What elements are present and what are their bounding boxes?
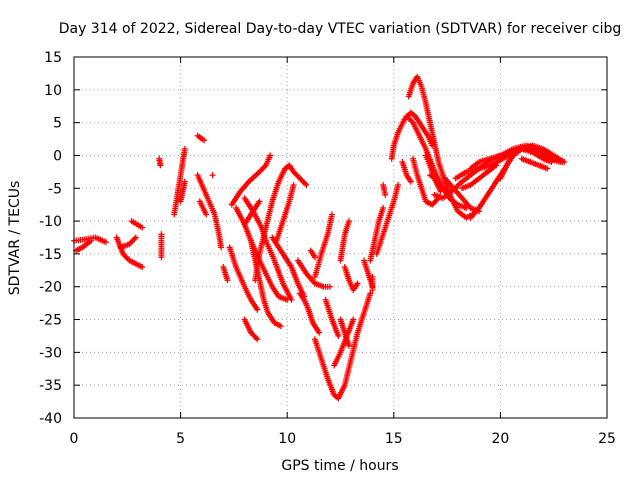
track-6-marker — [158, 254, 165, 261]
y-tick-label: 10 — [44, 83, 62, 99]
track-4-marker — [132, 234, 139, 241]
track-25-marker — [326, 283, 333, 290]
x-tick-label: 20 — [491, 431, 509, 447]
track-33-marker — [354, 280, 361, 287]
track-31-marker — [350, 316, 357, 323]
track-32-marker — [346, 218, 353, 225]
track-15-marker — [254, 306, 261, 313]
track-36-marker — [380, 204, 387, 211]
track-45-marker — [437, 188, 444, 195]
track-34-marker — [346, 342, 353, 349]
track-30-marker — [367, 290, 374, 297]
track-26-marker — [316, 329, 323, 336]
track-22-marker — [302, 180, 309, 187]
track-14-marker — [224, 277, 231, 284]
x-tick-label: 15 — [385, 431, 403, 447]
track-10-marker — [201, 137, 208, 144]
plot-frame — [73, 56, 608, 419]
track-43-marker — [408, 118, 415, 125]
track-16-marker — [261, 163, 268, 170]
track-18-marker — [288, 296, 295, 303]
y-tick-label: -15 — [39, 247, 62, 263]
track-20-marker — [253, 334, 260, 341]
track-52-marker — [497, 152, 504, 159]
y-tick-label: -35 — [39, 378, 62, 394]
track-21-marker — [256, 198, 263, 205]
track-13-marker — [209, 172, 216, 179]
y-tick-label: 0 — [53, 148, 62, 164]
track-39-marker — [382, 191, 389, 198]
track-9-marker — [181, 178, 188, 185]
y-tick-label: 15 — [44, 50, 62, 66]
track-5-marker — [139, 224, 146, 231]
axis-ticks: 0 5 10 15 20 25 -40 -35 -30 -25 -20 -15 -10 -5 0 5 10 15 — [39, 50, 616, 447]
y-tick-label: -40 — [39, 411, 62, 427]
track-51-marker — [493, 162, 500, 169]
track-3-marker — [139, 264, 146, 271]
x-tick-label: 5 — [176, 431, 185, 447]
track-22-marker — [303, 181, 310, 188]
y-tick-label: -10 — [39, 214, 62, 230]
x-axis-title: GPS time / hours — [281, 458, 398, 474]
track-11-marker — [218, 244, 225, 251]
track-7-marker — [157, 162, 164, 169]
track-23-marker — [290, 181, 297, 188]
track-12-marker — [203, 211, 210, 218]
track-19-marker — [277, 323, 284, 330]
chart-title: Day 314 of 2022, Sidereal Day-to-day VTE… — [59, 21, 622, 37]
track-29-marker — [335, 332, 342, 339]
track-54-marker — [544, 165, 551, 172]
track-28-marker — [328, 211, 335, 218]
track-20-marker — [254, 336, 261, 343]
track-46-marker — [433, 175, 440, 182]
grid — [74, 57, 607, 418]
y-tick-label: -30 — [39, 345, 62, 361]
y-tick-label: -20 — [39, 280, 62, 296]
track-4-marker — [131, 235, 138, 242]
track-41-marker — [407, 178, 414, 185]
track-53-marker — [561, 159, 568, 166]
y-axis-title: SDTVAR / TECUs — [7, 181, 23, 296]
track-27-marker — [311, 254, 318, 261]
data-points — [71, 73, 568, 402]
track-8-marker — [181, 145, 188, 152]
y-tick-label: -25 — [39, 313, 62, 329]
x-tick-label: 10 — [278, 431, 296, 447]
track-1-marker — [102, 239, 109, 246]
track-38-marker — [369, 273, 376, 280]
x-tick-label: 25 — [598, 431, 616, 447]
track-2-marker — [88, 237, 95, 244]
track-16-marker — [267, 152, 274, 159]
track-37-marker — [395, 181, 402, 188]
y-tick-label: -5 — [48, 181, 62, 197]
x-tick-label: 0 — [70, 431, 79, 447]
y-tick-label: 5 — [53, 116, 62, 132]
